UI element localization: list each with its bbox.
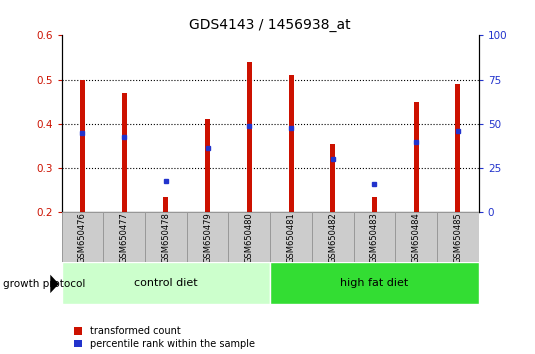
Text: GSM650482: GSM650482 xyxy=(328,212,337,263)
Bar xyxy=(270,262,479,304)
Bar xyxy=(288,75,294,212)
Bar xyxy=(205,120,210,212)
Bar xyxy=(455,84,461,212)
Bar xyxy=(354,212,395,262)
Bar xyxy=(312,212,354,262)
Bar xyxy=(121,93,127,212)
Text: GSM650478: GSM650478 xyxy=(162,212,170,263)
Bar xyxy=(395,212,437,262)
Text: GSM650480: GSM650480 xyxy=(245,212,254,263)
Bar xyxy=(145,212,187,262)
Text: GSM650481: GSM650481 xyxy=(287,212,295,263)
Text: control diet: control diet xyxy=(134,278,197,288)
Text: GSM650483: GSM650483 xyxy=(370,212,379,263)
Text: GSM650485: GSM650485 xyxy=(454,212,462,263)
Title: GDS4143 / 1456938_at: GDS4143 / 1456938_at xyxy=(189,18,351,32)
Polygon shape xyxy=(50,275,59,293)
Text: high fat diet: high fat diet xyxy=(340,278,409,288)
Bar xyxy=(62,212,103,262)
Bar xyxy=(187,212,228,262)
Bar xyxy=(372,197,377,212)
Text: GSM650479: GSM650479 xyxy=(203,212,212,263)
Bar xyxy=(414,102,419,212)
Bar xyxy=(437,212,479,262)
Bar xyxy=(330,144,335,212)
Legend: transformed count, percentile rank within the sample: transformed count, percentile rank withi… xyxy=(74,326,255,349)
Bar xyxy=(163,197,169,212)
Text: GSM650477: GSM650477 xyxy=(120,212,128,263)
Bar xyxy=(103,212,145,262)
Bar xyxy=(80,80,85,212)
Text: growth protocol: growth protocol xyxy=(3,279,85,289)
Bar xyxy=(270,212,312,262)
Bar xyxy=(247,62,252,212)
Bar xyxy=(62,262,270,304)
Bar xyxy=(228,212,270,262)
Text: GSM650484: GSM650484 xyxy=(412,212,421,263)
Text: GSM650476: GSM650476 xyxy=(78,212,87,263)
